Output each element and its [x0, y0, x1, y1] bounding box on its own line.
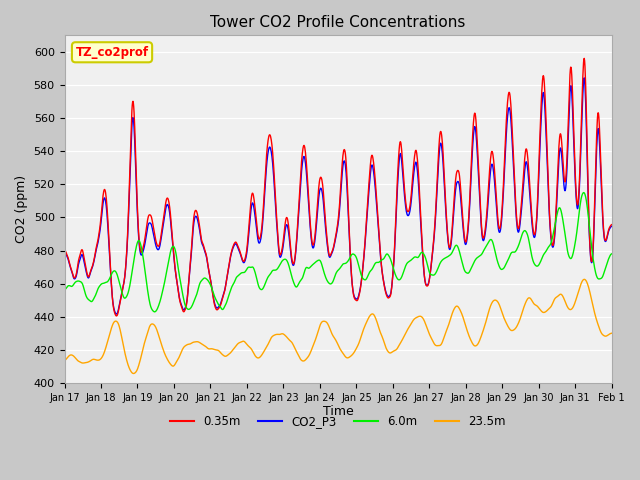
23.5m — [467, 338, 475, 344]
X-axis label: Time: Time — [323, 406, 353, 419]
CO2_P3 — [608, 223, 616, 229]
6.0m — [151, 309, 159, 315]
CO2_P3 — [580, 75, 588, 81]
6.0m — [467, 265, 475, 271]
CO2_P3 — [314, 207, 321, 213]
0.35m — [467, 163, 475, 168]
0.35m — [113, 313, 120, 319]
23.5m — [61, 358, 68, 363]
0.35m — [602, 238, 609, 243]
23.5m — [324, 322, 332, 327]
Line: 6.0m: 6.0m — [65, 192, 612, 312]
Title: Tower CO2 Profile Concentrations: Tower CO2 Profile Concentrations — [211, 15, 466, 30]
23.5m — [314, 330, 321, 336]
CO2_P3 — [324, 247, 332, 253]
Text: TZ_co2prof: TZ_co2prof — [76, 46, 148, 59]
Y-axis label: CO2 (ppm): CO2 (ppm) — [15, 175, 28, 243]
0.35m — [61, 247, 68, 252]
6.0m — [314, 258, 321, 264]
0.35m — [548, 237, 556, 243]
0.35m — [147, 212, 154, 218]
Line: 23.5m: 23.5m — [65, 279, 612, 373]
0.35m — [608, 222, 616, 228]
CO2_P3 — [61, 248, 68, 254]
Line: 0.35m: 0.35m — [65, 59, 612, 316]
6.0m — [602, 266, 609, 272]
CO2_P3 — [602, 239, 609, 244]
23.5m — [129, 371, 137, 376]
6.0m — [61, 287, 68, 292]
CO2_P3 — [548, 239, 556, 245]
6.0m — [548, 239, 556, 244]
CO2_P3 — [467, 171, 475, 177]
6.0m — [580, 190, 588, 195]
CO2_P3 — [113, 311, 120, 317]
0.35m — [314, 199, 321, 205]
23.5m — [608, 330, 616, 336]
CO2_P3 — [147, 220, 154, 226]
23.5m — [548, 303, 556, 309]
0.35m — [580, 56, 588, 61]
0.35m — [324, 244, 332, 250]
6.0m — [146, 301, 154, 307]
6.0m — [324, 279, 332, 285]
23.5m — [580, 276, 588, 282]
23.5m — [602, 333, 609, 339]
Line: CO2_P3: CO2_P3 — [65, 78, 612, 314]
23.5m — [147, 322, 154, 328]
Legend: 0.35m, CO2_P3, 6.0m, 23.5m: 0.35m, CO2_P3, 6.0m, 23.5m — [166, 410, 511, 432]
6.0m — [608, 251, 616, 257]
